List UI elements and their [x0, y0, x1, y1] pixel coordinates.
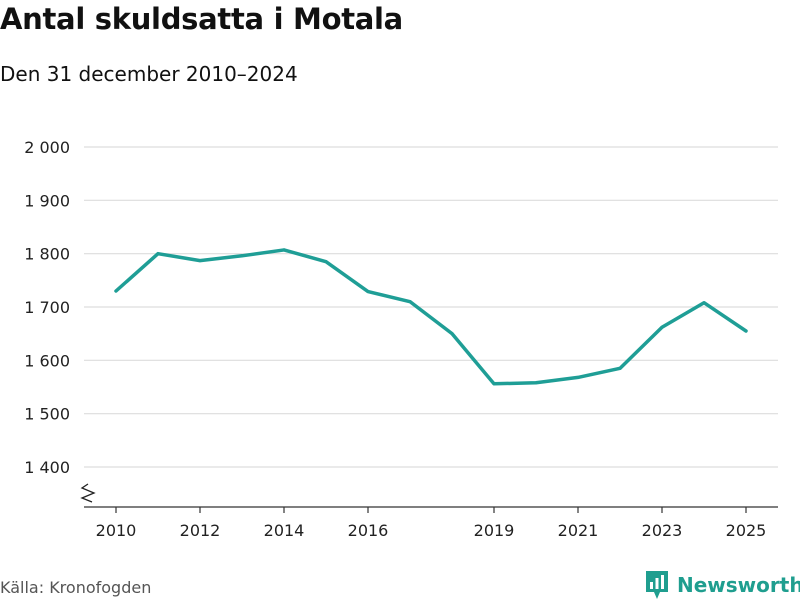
- x-tick-label: 2021: [558, 521, 599, 540]
- grid-lines: [84, 146, 778, 468]
- chart-subtitle: Den 31 december 2010–2024: [0, 62, 298, 86]
- data-point: [744, 329, 748, 333]
- chart-title: Antal skuldsatta i Motala: [0, 2, 403, 36]
- data-point: [408, 300, 412, 304]
- x-axis-ticks: 2010 2012 2014 2016 2019 2021 2023 2025: [96, 507, 767, 540]
- axis-break-icon: [80, 483, 96, 503]
- y-tick-label: 1 500: [24, 405, 70, 424]
- data-point: [198, 259, 202, 263]
- data-point: [576, 375, 580, 379]
- source-note: Källa: Kronofogden: [0, 578, 152, 597]
- data-point: [534, 381, 538, 385]
- data-point: [240, 254, 244, 258]
- data-point: [450, 332, 454, 336]
- data-point: [618, 366, 622, 370]
- x-tick-label: 2025: [726, 521, 767, 540]
- x-tick-label: 2014: [264, 521, 305, 540]
- x-axis: [80, 483, 778, 508]
- data-point: [156, 252, 160, 256]
- y-tick-label: 1 900: [24, 191, 70, 210]
- x-tick-label: 2016: [348, 521, 389, 540]
- newsworthy-logo-icon: [646, 571, 668, 599]
- data-point: [282, 248, 286, 252]
- y-tick-label: 2 000: [24, 138, 70, 157]
- brand-logo: Newsworthy: [645, 570, 800, 600]
- brand-name: Newsworthy: [677, 573, 800, 597]
- data-point: [702, 301, 706, 305]
- data-point: [324, 260, 328, 264]
- y-axis-ticks: 1 400 1 500 1 600 1 700 1 800 1 900 2 000: [24, 138, 70, 477]
- y-tick-label: 1 800: [24, 245, 70, 264]
- data-point: [660, 325, 664, 329]
- y-tick-label: 1 600: [24, 351, 70, 370]
- y-tick-label: 1 700: [24, 298, 70, 317]
- data-point: [114, 289, 118, 293]
- x-tick-label: 2023: [642, 521, 683, 540]
- series-layer: [114, 248, 748, 386]
- x-tick-label: 2012: [180, 521, 221, 540]
- data-point: [366, 290, 370, 294]
- x-tick-label: 2010: [96, 521, 137, 540]
- x-tick-label: 2019: [474, 521, 515, 540]
- data-point: [492, 382, 496, 386]
- y-tick-label: 1 400: [24, 458, 70, 477]
- series-line: [114, 248, 748, 386]
